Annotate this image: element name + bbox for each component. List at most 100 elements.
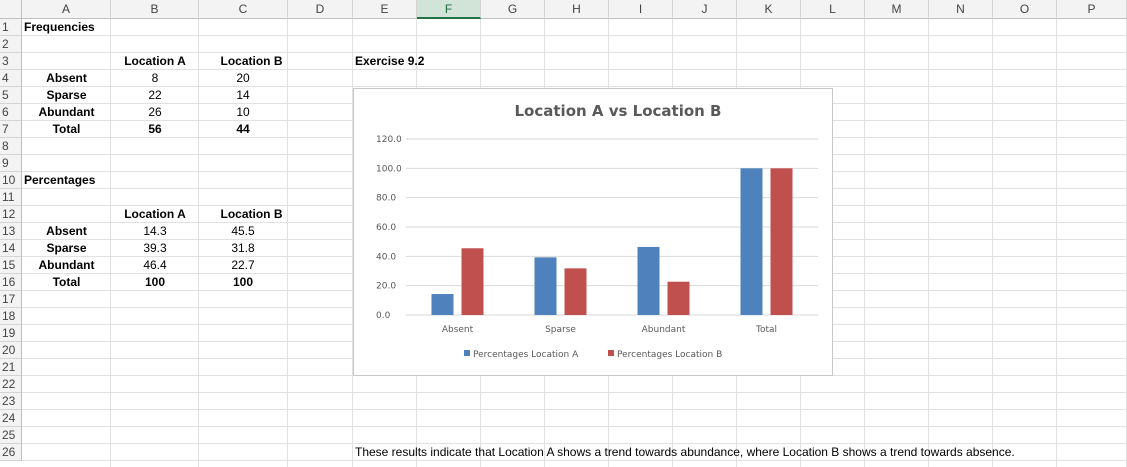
row-header-3[interactable]: 3 [0, 53, 22, 70]
column-header-h[interactable]: H [545, 0, 609, 19]
row-header-22[interactable]: 22 [0, 376, 22, 393]
pct-label-absent[interactable]: Absent [46, 224, 87, 238]
row-header-21[interactable]: 21 [0, 359, 22, 376]
freq-a-sparse[interactable]: 22 [148, 88, 162, 102]
row-gridline [22, 69, 1127, 70]
row-header-20[interactable]: 20 [0, 342, 22, 359]
pct-b-absent[interactable]: 45.5 [231, 224, 255, 238]
pct-a-abundant[interactable]: 46.4 [143, 258, 167, 272]
row-header-12[interactable]: 12 [0, 206, 22, 223]
pct-a-absent[interactable]: 14.3 [143, 224, 167, 238]
column-header-g[interactable]: G [481, 0, 545, 19]
column-header-i[interactable]: I [609, 0, 673, 19]
freq-header-location-a[interactable]: Location A [124, 54, 186, 68]
freq-label-abundant[interactable]: Abundant [38, 105, 95, 119]
row-header-25[interactable]: 25 [0, 427, 22, 444]
column-header-a[interactable]: A [22, 0, 111, 19]
column-header-k[interactable]: K [737, 0, 801, 19]
column-header-j[interactable]: J [673, 0, 737, 19]
column-gridline [287, 19, 288, 467]
column-gridline [352, 19, 353, 467]
pct-label-abundant[interactable]: Abundant [38, 258, 95, 272]
pct-b-total[interactable]: 100 [232, 275, 254, 289]
conclusion-text[interactable]: These results indicate that Location A s… [355, 445, 1015, 459]
select-all-corner[interactable] [0, 0, 22, 19]
row-header-9[interactable]: 9 [0, 155, 22, 172]
exercise-label[interactable]: Exercise 9.2 [355, 54, 425, 68]
chart-title: Location A vs Location B [515, 102, 722, 120]
bar-location-b-absent [461, 248, 484, 315]
row-header-11[interactable]: 11 [0, 189, 22, 206]
pct-b-sparse[interactable]: 31.8 [231, 241, 255, 255]
freq-label-absent[interactable]: Absent [46, 71, 87, 85]
freq-a-abundant[interactable]: 26 [148, 105, 162, 119]
pct-a-total[interactable]: 100 [144, 275, 166, 289]
column-header-n[interactable]: N [929, 0, 993, 19]
frequencies-heading[interactable]: Frequencies [24, 20, 95, 34]
pct-header-location-b[interactable]: Location B [220, 207, 283, 221]
row-header-4[interactable]: 4 [0, 70, 22, 87]
row-header-17[interactable]: 17 [0, 291, 22, 308]
row-header-13[interactable]: 13 [0, 223, 22, 240]
row-header-26[interactable]: 26 [0, 444, 22, 461]
column-header-c[interactable]: C [199, 0, 288, 19]
row-header-10[interactable]: 10 [0, 172, 22, 189]
row-gridline [22, 392, 1127, 393]
freq-label-total[interactable]: Total [52, 122, 81, 136]
column-header-f[interactable]: F [417, 0, 481, 19]
bar-chart[interactable]: Location A vs Location B 0.0 20.0 40.0 60.0 8… [353, 88, 833, 376]
row-header-15[interactable]: 15 [0, 257, 22, 274]
freq-b-abundant[interactable]: 10 [236, 105, 250, 119]
bar-location-a-absent [431, 294, 454, 315]
row-gridline [22, 86, 1127, 87]
pct-label-total[interactable]: Total [52, 275, 81, 289]
freq-header-location-b[interactable]: Location B [220, 54, 283, 68]
column-header-d[interactable]: D [288, 0, 353, 19]
row-header-5[interactable]: 5 [0, 87, 22, 104]
row-header-8[interactable]: 8 [0, 138, 22, 155]
percentages-heading[interactable]: Percentages [24, 173, 96, 187]
y-tick-label: 80.0 [376, 194, 396, 204]
freq-label-sparse[interactable]: Sparse [46, 88, 87, 102]
row-header-6[interactable]: 6 [0, 104, 22, 121]
row-header-2[interactable]: 2 [0, 36, 22, 53]
pct-b-abundant[interactable]: 22.7 [231, 258, 255, 272]
legend-swatch-location-a [464, 350, 470, 356]
row-header-14[interactable]: 14 [0, 240, 22, 257]
x-tick-label: Abundant [642, 325, 686, 335]
column-header-p[interactable]: P [1057, 0, 1127, 19]
x-tick-label: Absent [442, 325, 474, 335]
column-header-m[interactable]: M [865, 0, 929, 19]
pct-a-sparse[interactable]: 39.3 [143, 241, 167, 255]
bar-location-b-total [770, 168, 793, 315]
row-header-16[interactable]: 16 [0, 274, 22, 291]
column-gridline [992, 19, 993, 467]
pct-label-sparse[interactable]: Sparse [46, 241, 87, 255]
y-tick-label: 60.0 [376, 223, 396, 233]
column-header-e[interactable]: E [353, 0, 417, 19]
column-header-l[interactable]: L [801, 0, 865, 19]
column-gridline [110, 19, 111, 467]
column-header-b[interactable]: B [111, 0, 199, 19]
bar-location-a-abundant [637, 246, 660, 315]
row-header-24[interactable]: 24 [0, 410, 22, 427]
row-gridline [22, 52, 1127, 53]
row-header-18[interactable]: 18 [0, 308, 22, 325]
column-header-o[interactable]: O [993, 0, 1057, 19]
freq-b-absent[interactable]: 20 [236, 71, 250, 85]
x-tick-label: Total [755, 325, 777, 335]
freq-b-sparse[interactable]: 14 [236, 88, 250, 102]
freq-b-total[interactable]: 44 [236, 122, 250, 136]
freq-a-absent[interactable]: 8 [151, 71, 159, 85]
column-gridline [198, 19, 199, 467]
row-gridline [22, 409, 1127, 410]
y-tick-label: 40.0 [376, 252, 396, 262]
row-header-1[interactable]: 1 [0, 19, 22, 36]
bar-location-b-sparse [564, 268, 587, 315]
y-tick-label: 0.0 [376, 311, 391, 321]
freq-a-total[interactable]: 56 [148, 122, 162, 136]
pct-header-location-a[interactable]: Location A [124, 207, 186, 221]
row-header-19[interactable]: 19 [0, 325, 22, 342]
row-header-23[interactable]: 23 [0, 393, 22, 410]
row-header-7[interactable]: 7 [0, 121, 22, 138]
